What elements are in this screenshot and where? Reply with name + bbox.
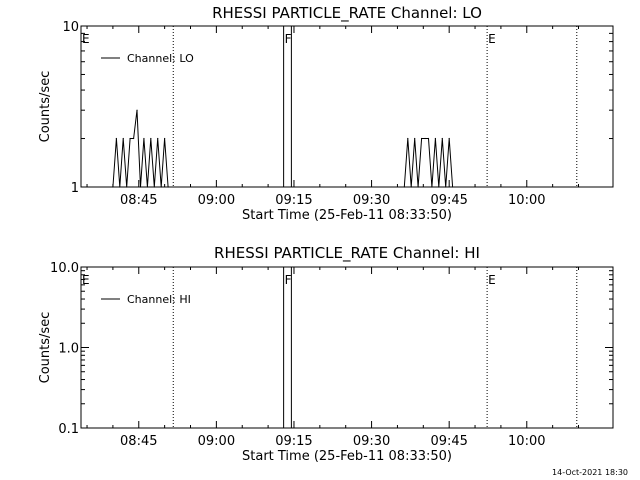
data-point <box>424 137 426 140</box>
data-point <box>445 186 447 188</box>
data-point <box>143 137 145 140</box>
data-point <box>115 137 117 140</box>
chart-panel-2: RHESSI PARTICLE_RATE Channel: HI 08:45 09:… <box>38 244 614 464</box>
data-point <box>407 137 409 140</box>
y-tick-label: 0.1 <box>58 422 79 437</box>
event-marker-label: F <box>285 273 292 287</box>
x-tick-label: 09:30 <box>353 434 390 449</box>
data-point <box>153 186 155 188</box>
data-point <box>160 186 162 188</box>
data-point <box>164 137 166 140</box>
plot-frame <box>80 25 614 188</box>
data-point <box>119 186 121 188</box>
data-point <box>414 137 416 140</box>
x-axis-label: Start Time (25-Feb-11 08:33:50) <box>242 449 452 464</box>
chart-panel-1: RHESSI PARTICLE_RATE Channel: LO 08:45 09:… <box>38 4 614 223</box>
data-point <box>452 186 454 188</box>
y-tick-label: 1.0 <box>58 342 79 357</box>
data-point <box>434 137 436 140</box>
y-tick-label: 1 <box>71 181 79 196</box>
x-tick-label: 09:00 <box>198 434 235 449</box>
x-tick-label: 09:15 <box>275 193 312 208</box>
y-axis-label: Counts/sec <box>38 71 53 143</box>
event-marker-label: E <box>82 273 90 287</box>
x-tick-label: 09:15 <box>275 434 312 449</box>
data-point <box>139 186 142 188</box>
x-axis-label: Start Time (25-Feb-11 08:33:50) <box>242 208 452 223</box>
data-point <box>129 137 131 140</box>
x-tick-label: 08:45 <box>120 434 157 449</box>
data-point <box>420 137 423 140</box>
event-marker-label: F <box>285 32 292 46</box>
footer-timestamp: 14-Oct-2021 18:30 <box>552 468 628 477</box>
data-point <box>126 186 128 188</box>
x-tick-label: 09:30 <box>353 193 390 208</box>
event-marker-label: E <box>488 32 496 46</box>
x-tick-label: 09:00 <box>198 193 235 208</box>
data-point <box>146 186 148 188</box>
event-marker-label: E <box>82 32 90 46</box>
legend-label: Channel: HI <box>127 293 191 306</box>
data-point <box>157 137 159 140</box>
event-marker-label: E <box>488 273 496 287</box>
x-tick-label: 09:45 <box>430 434 467 449</box>
data-point <box>403 186 405 188</box>
x-tick-label: 10:00 <box>508 434 545 449</box>
x-tick-label: 10:00 <box>508 193 545 208</box>
chart-title: RHESSI PARTICLE_RATE Channel: HI <box>214 244 480 263</box>
data-point <box>122 137 124 140</box>
data-point <box>112 186 114 188</box>
data-point <box>448 137 450 140</box>
data-point <box>441 137 443 140</box>
data-point <box>136 109 138 111</box>
chart-title: RHESSI PARTICLE_RATE Channel: LO <box>212 4 482 23</box>
x-tick-label: 08:45 <box>120 193 157 208</box>
data-point <box>431 186 433 188</box>
y-tick-label: 10 <box>62 20 79 35</box>
data-point <box>150 137 152 140</box>
data-point <box>132 137 135 140</box>
data-point <box>417 186 419 188</box>
data-point <box>167 186 169 188</box>
data-point <box>438 186 440 188</box>
legend-label: Channel: LO <box>127 52 194 65</box>
data-point <box>427 137 430 140</box>
y-axis-label: Counts/sec <box>38 312 53 384</box>
data-point <box>410 186 412 188</box>
x-tick-label: 09:45 <box>430 193 467 208</box>
y-tick-label: 10.0 <box>50 261 79 276</box>
